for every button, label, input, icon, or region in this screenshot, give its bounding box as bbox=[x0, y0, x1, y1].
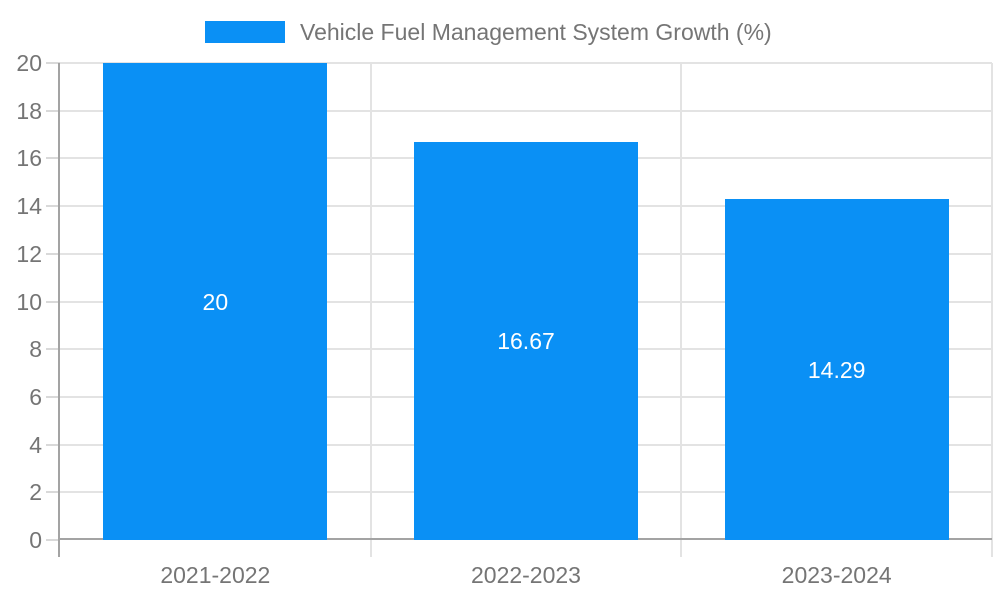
y-axis-tick bbox=[46, 109, 60, 112]
y-axis-line bbox=[58, 63, 60, 557]
legend-label: Vehicle Fuel Management System Growth (%… bbox=[300, 19, 772, 45]
y-axis-tick-label: 14 bbox=[16, 193, 42, 220]
y-axis-tick bbox=[46, 539, 60, 541]
y-axis-tick-label: 6 bbox=[29, 383, 42, 410]
gridline-vertical bbox=[369, 63, 372, 557]
y-axis-tick bbox=[46, 395, 60, 398]
y-axis-tick bbox=[46, 348, 60, 351]
y-axis-tick bbox=[46, 300, 60, 303]
y-axis-tick bbox=[46, 205, 60, 208]
gridline-vertical bbox=[991, 63, 993, 557]
y-axis-tick bbox=[46, 252, 60, 255]
y-axis-tick-label: 8 bbox=[29, 336, 42, 363]
gridline-horizontal bbox=[60, 62, 992, 64]
y-axis-tick-label: 18 bbox=[16, 97, 42, 124]
bar-2022-2023[interactable] bbox=[414, 142, 638, 540]
legend-swatch bbox=[205, 21, 285, 43]
y-axis-tick-label: 20 bbox=[16, 50, 42, 76]
x-axis-category-label: 2022-2023 bbox=[470, 562, 581, 588]
x-axis-category-label: 2021-2022 bbox=[160, 562, 271, 588]
x-axis-category-label: 2023-2024 bbox=[781, 562, 892, 588]
gridline-horizontal bbox=[60, 109, 992, 112]
bar-2023-2024[interactable] bbox=[724, 199, 949, 540]
y-axis-tick-label: 0 bbox=[29, 527, 42, 553]
y-axis-tick-label: 12 bbox=[16, 240, 42, 267]
y-axis-tick bbox=[46, 443, 60, 446]
y-axis-tick bbox=[46, 491, 60, 494]
bar-2021-2022[interactable] bbox=[103, 63, 328, 540]
y-axis-tick bbox=[46, 157, 60, 160]
legend[interactable]: Vehicle Fuel Management System Growth (%… bbox=[205, 18, 772, 46]
y-axis-tick-label: 10 bbox=[16, 288, 42, 315]
y-axis-tick-label: 16 bbox=[16, 145, 42, 172]
y-axis-tick-label: 2 bbox=[29, 479, 42, 506]
y-axis-tick bbox=[46, 62, 60, 64]
y-axis-tick-label: 4 bbox=[29, 431, 42, 458]
gridline-vertical bbox=[680, 63, 683, 557]
